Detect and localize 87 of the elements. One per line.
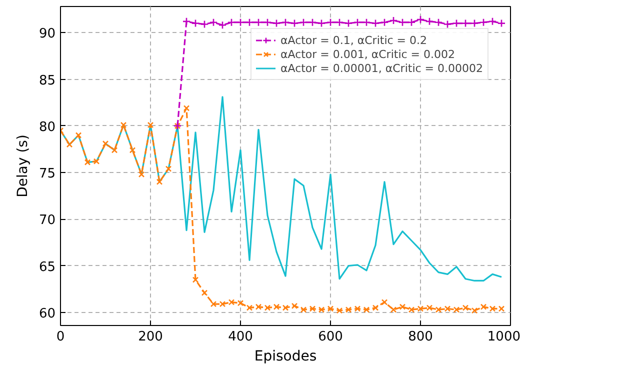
- x-tick-label: 200: [138, 330, 163, 344]
- point: [191, 19, 200, 28]
- point: [425, 17, 434, 26]
- point: [417, 306, 424, 312]
- point: [408, 306, 415, 313]
- y-tick-label: 90: [38, 26, 56, 42]
- point: [399, 304, 406, 310]
- y-axis-title: Delay (s): [14, 134, 31, 198]
- point: [444, 306, 451, 312]
- point: [228, 299, 235, 306]
- point: [138, 171, 145, 178]
- point: [489, 306, 496, 312]
- point: [281, 18, 290, 27]
- legend-label: αActor = 0.001, αCritic = 0.002: [280, 47, 456, 61]
- line-series: [60, 96, 502, 282]
- point: [354, 306, 361, 312]
- point: [344, 19, 353, 28]
- point: [218, 21, 227, 30]
- point: [165, 166, 172, 172]
- x-tick-label: 400: [228, 330, 253, 344]
- point: [443, 20, 452, 28]
- point: [182, 17, 191, 26]
- point: [282, 304, 289, 311]
- point: [111, 147, 118, 154]
- point: [66, 141, 73, 148]
- point: [201, 290, 208, 296]
- point: [471, 307, 478, 314]
- point: [434, 18, 443, 27]
- legend-label: αActor = 0.1, αCritic = 0.2: [280, 33, 428, 47]
- point: [255, 304, 262, 310]
- point: [272, 19, 281, 28]
- point: [273, 304, 280, 310]
- point: [309, 306, 316, 312]
- point: [120, 122, 127, 128]
- point: [219, 300, 226, 308]
- point: [264, 304, 271, 311]
- point: [129, 147, 136, 154]
- point: [318, 306, 325, 313]
- point: [345, 306, 352, 313]
- point: [363, 306, 370, 313]
- point: [480, 304, 487, 310]
- point: [84, 159, 91, 166]
- point: [336, 307, 343, 314]
- point: [426, 304, 433, 311]
- point: [462, 304, 469, 311]
- point: [435, 306, 442, 313]
- legend-label: αActor = 0.00001, αCritic = 0.00002: [280, 61, 483, 75]
- point: [75, 132, 82, 138]
- point: [200, 20, 209, 28]
- x-axis-title: Episodes: [254, 348, 317, 364]
- point: [291, 302, 298, 310]
- point: [327, 306, 334, 312]
- point: [209, 18, 218, 27]
- point: [156, 178, 163, 185]
- x-tick-label: 800: [408, 330, 433, 344]
- point: [237, 300, 244, 306]
- point: [192, 276, 199, 283]
- point: [93, 158, 100, 164]
- y-tick-label: 60: [38, 306, 56, 322]
- point: [317, 19, 326, 28]
- point: [102, 140, 109, 147]
- y-tick-label: 65: [38, 260, 56, 275]
- point: [380, 18, 389, 27]
- point: [488, 17, 497, 26]
- x-tick-label: 1000: [487, 330, 521, 344]
- point: [453, 306, 460, 313]
- point: [381, 299, 388, 306]
- point: [371, 19, 380, 28]
- y-tick-label: 80: [38, 120, 56, 135]
- point: [147, 122, 154, 128]
- x-tick-label: 600: [318, 330, 343, 344]
- point: [497, 19, 506, 28]
- point: [390, 306, 397, 313]
- point: [246, 304, 253, 311]
- x-tick-label: 0: [56, 330, 65, 344]
- y-tick-label: 85: [38, 73, 56, 88]
- point: [389, 16, 398, 25]
- point: [498, 306, 505, 312]
- point: [416, 15, 425, 24]
- point: [300, 306, 307, 313]
- point: [183, 105, 190, 112]
- point: [290, 19, 299, 28]
- point: [210, 300, 217, 308]
- y-tick-label: 75: [38, 166, 56, 182]
- point: [372, 304, 379, 311]
- y-tick-label: 70: [38, 213, 56, 228]
- point: [479, 18, 488, 27]
